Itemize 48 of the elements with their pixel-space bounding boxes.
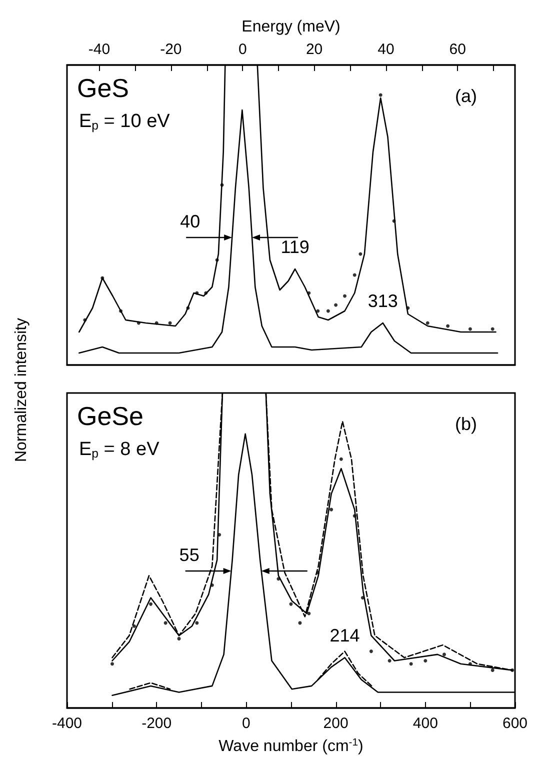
point <box>442 652 446 656</box>
point <box>490 668 494 672</box>
chart-title: GeS <box>77 73 130 103</box>
point <box>369 650 373 654</box>
point <box>330 508 334 512</box>
point <box>326 309 330 313</box>
x2-axis-title: Energy (meV) <box>242 18 340 36</box>
annotation: 40 <box>180 212 200 232</box>
point <box>378 93 382 97</box>
x2-tick-label: -20 <box>160 41 182 58</box>
point <box>149 602 153 606</box>
point <box>164 621 168 625</box>
point <box>468 327 472 331</box>
x-tick-label: 600 <box>502 715 528 732</box>
x2-tick-label: 20 <box>306 41 323 58</box>
point <box>424 659 428 662</box>
x-tick-label: 400 <box>412 715 438 732</box>
x2-tick-label: 40 <box>378 41 394 58</box>
point <box>110 662 114 666</box>
annotation: 313 <box>368 291 398 311</box>
x-tick-label: 200 <box>323 715 348 732</box>
point <box>316 309 320 313</box>
point <box>352 273 356 277</box>
point <box>339 457 343 461</box>
annotation: 119 <box>280 237 310 257</box>
annotation: (a) <box>455 86 477 106</box>
annotation: 214 <box>330 626 360 646</box>
x2-tick-label: 0 <box>238 41 247 58</box>
x-tick-label: -400 <box>52 715 82 732</box>
point <box>388 659 392 662</box>
x-tick-label: -200 <box>142 715 172 732</box>
y-axis-title: Normalized intensity <box>13 318 31 462</box>
annotation: (b) <box>455 414 477 434</box>
chart-title: GeSe <box>77 401 144 431</box>
point <box>195 621 199 625</box>
point <box>177 636 181 640</box>
point <box>334 303 338 307</box>
x-tick-label: 0 <box>242 715 250 732</box>
x2-tick-label: -40 <box>88 41 110 58</box>
point <box>446 324 450 328</box>
point <box>132 624 136 628</box>
point <box>298 621 302 625</box>
annotation: 55 <box>179 544 200 565</box>
point <box>426 321 430 325</box>
point <box>490 327 494 331</box>
point <box>409 662 413 666</box>
x2-tick-label: 60 <box>449 41 466 58</box>
point <box>343 294 347 298</box>
